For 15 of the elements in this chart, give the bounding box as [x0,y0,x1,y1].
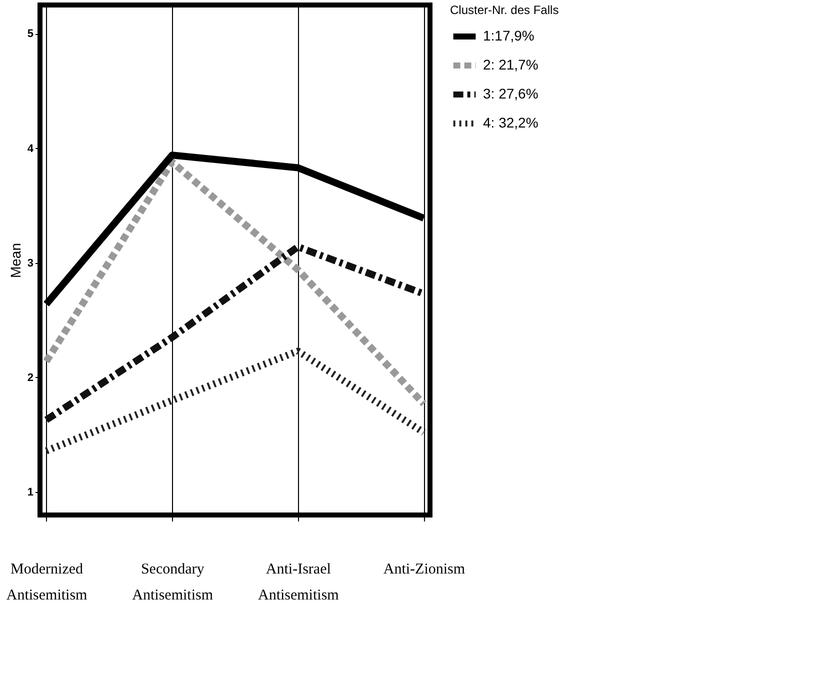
y-tick-label: 2 [27,372,34,384]
x-tick-label: Modernized Antisemitism [6,562,88,604]
legend-label: 2: 21,7% [483,56,538,72]
y-axis-title: Mean [7,242,24,278]
y-tick-label: 5 [27,28,34,40]
y-tick-label: 3 [27,257,34,270]
x-tick-label: Secondary Antisemitism [132,562,214,604]
legend-title: Cluster-Nr. des Falls [450,3,559,17]
legend-label: 4: 32,2% [483,114,538,130]
y-tick-label: 1 [27,486,34,499]
x-tick-label: Anti-Zionism [383,562,466,578]
y-tick-label: 4 [27,142,34,155]
legend-label: 1:17,9% [483,28,534,44]
x-tick-label: Anti-Israel Antisemitism [258,562,340,604]
legend-label: 3: 27,6% [483,86,538,102]
